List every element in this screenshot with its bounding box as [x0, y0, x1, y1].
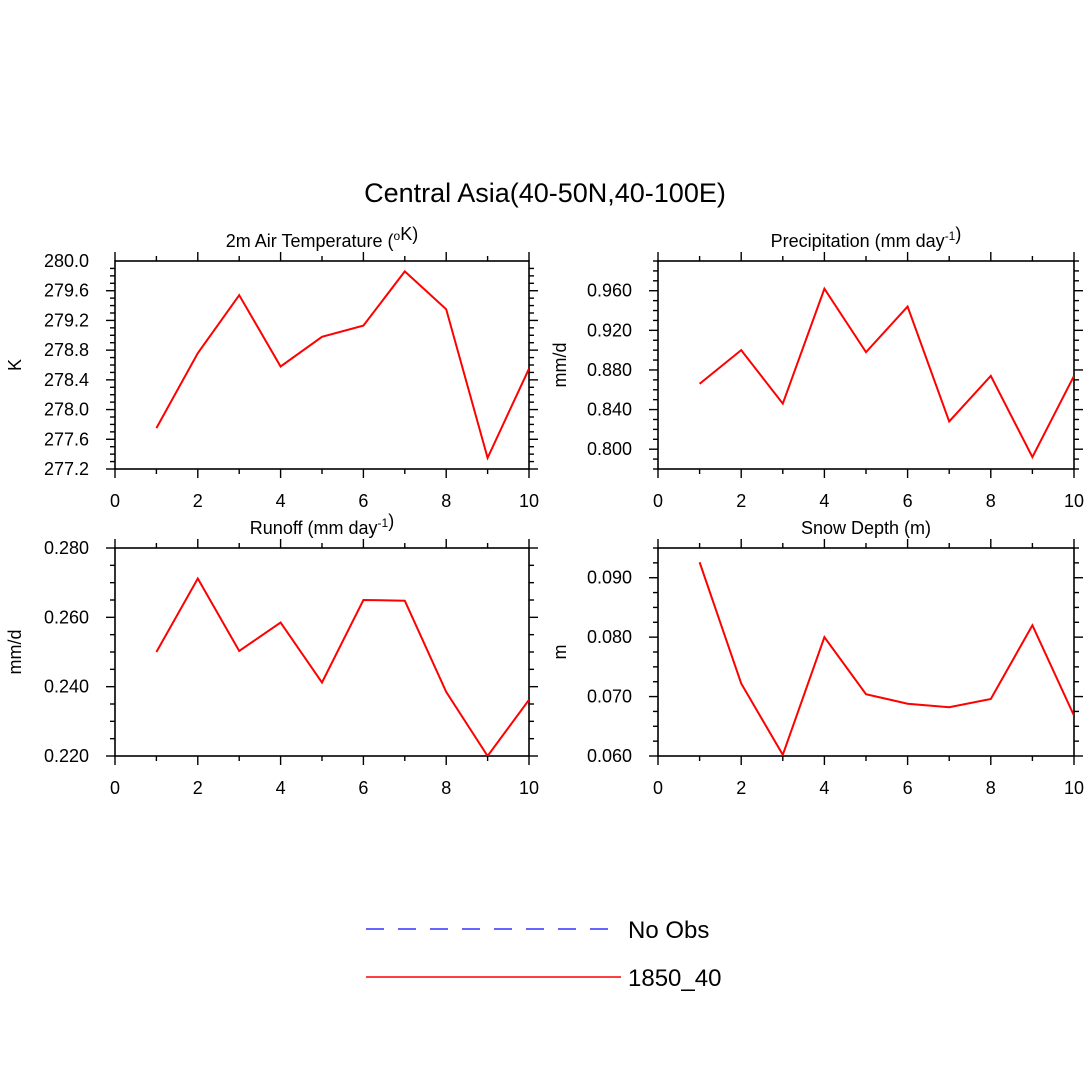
panel-title: Snow Depth (m) — [801, 518, 931, 538]
y-axis-label: K — [5, 359, 25, 371]
x-tick-label: 6 — [903, 491, 913, 511]
x-tick-label: 8 — [986, 778, 996, 798]
y-tick-label: 277.6 — [44, 429, 89, 449]
y-tick-label: 0.080 — [587, 627, 632, 647]
y-tick-label: 0.260 — [44, 607, 89, 627]
x-tick-label: 4 — [819, 778, 829, 798]
y-axis-label: mm/d — [5, 630, 25, 675]
series-line-1850_40 — [155, 269, 529, 461]
y-tick-label: 280.0 — [44, 251, 89, 271]
figure-title: Central Asia(40-50N,40-100E) — [364, 178, 726, 208]
series-line-1850_40 — [698, 561, 1074, 756]
legend-label-1: No Obs — [628, 917, 709, 944]
y-axis-label: mm/d — [550, 343, 570, 388]
panel-3: Runoff (mm day-1) mm/d 0 2 4 6 8 10 0.220 0.240 0.… — [5, 511, 539, 798]
x-tick-label: 6 — [358, 491, 368, 511]
y-axis-label: m — [550, 645, 570, 660]
legend: No Obs 1850_40 — [366, 917, 721, 992]
panel-title: Precipitation (mm day-1) — [771, 224, 962, 251]
x-tick-label: 0 — [653, 778, 663, 798]
x-tick-label: 6 — [358, 778, 368, 798]
y-tick-label: 0.920 — [587, 320, 632, 340]
y-tick-label: 0.240 — [44, 677, 89, 697]
y-tick-label: 278.0 — [44, 400, 89, 420]
x-tick-label: 10 — [519, 491, 539, 511]
x-tick-label: 8 — [986, 491, 996, 511]
y-tick-label: 0.840 — [587, 400, 632, 420]
plot-frame — [114, 260, 530, 470]
y-tick-label: 277.2 — [44, 459, 89, 479]
y-tick-label: 279.2 — [44, 310, 89, 330]
panels: 2m Air Temperature (oK) K 0 2 4 6 8 10 277.2 277.… — [5, 224, 1084, 798]
x-tick-label: 4 — [276, 778, 286, 798]
panel-title: Runoff (mm day-1) — [250, 511, 394, 538]
series-line-1850_40 — [155, 576, 529, 756]
y-tick-label: 0.220 — [44, 746, 89, 766]
panel-2: Precipitation (mm day-1) mm/d 0 2 4 6 8 10 0.800… — [550, 224, 1084, 511]
x-tick-label: 4 — [819, 491, 829, 511]
y-tick-label: 278.4 — [44, 370, 89, 390]
legend-label-2: 1850_40 — [628, 965, 721, 992]
x-tick-label: 4 — [276, 491, 286, 511]
x-tick-label: 0 — [653, 491, 663, 511]
panel-title: 2m Air Temperature (oK) — [226, 224, 418, 251]
x-tick-label: 10 — [1064, 778, 1084, 798]
series-line-1850_40 — [698, 286, 1074, 460]
y-tick-label: 0.280 — [44, 538, 89, 558]
plot-frame — [657, 260, 1075, 470]
x-tick-label: 0 — [110, 778, 120, 798]
x-tick-label: 2 — [193, 778, 203, 798]
x-tick-label: 10 — [519, 778, 539, 798]
y-tick-label: 0.880 — [587, 360, 632, 380]
x-tick-label: 0 — [110, 491, 120, 511]
y-tick-label: 0.090 — [587, 568, 632, 588]
x-tick-label: 2 — [736, 491, 746, 511]
x-tick-label: 2 — [736, 778, 746, 798]
y-tick-label: 0.960 — [587, 281, 632, 301]
y-tick-label: 278.8 — [44, 340, 89, 360]
y-tick-label: 0.060 — [587, 746, 632, 766]
x-tick-label: 6 — [903, 778, 913, 798]
x-tick-label: 10 — [1064, 491, 1084, 511]
panel-4: Snow Depth (m) m 0 2 4 6 8 10 0.060 0.070 0.080 0.0… — [550, 518, 1084, 798]
y-tick-label: 279.6 — [44, 281, 89, 301]
x-tick-label: 8 — [441, 778, 451, 798]
panel-1: 2m Air Temperature (oK) K 0 2 4 6 8 10 277.2 277.… — [5, 224, 539, 511]
plot-frame — [657, 547, 1075, 757]
y-tick-label: 0.800 — [587, 439, 632, 459]
y-tick-label: 0.070 — [587, 687, 632, 707]
x-tick-label: 8 — [441, 491, 451, 511]
x-tick-label: 2 — [193, 491, 203, 511]
